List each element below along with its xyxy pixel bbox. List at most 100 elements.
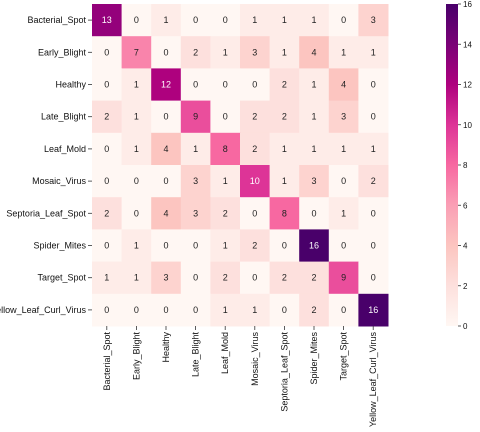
heatmap-cell: [358, 229, 389, 263]
cell-value-label: 0: [104, 176, 109, 186]
heatmap-cell: [240, 100, 271, 134]
heatmap-cell: [328, 229, 359, 263]
cell-value-label: 0: [341, 241, 346, 251]
cell-value-label: 1: [163, 15, 168, 25]
heatmap-cell: [121, 132, 152, 166]
cell-value-label: 3: [311, 176, 316, 186]
cell-value-label: 1: [134, 241, 139, 251]
heatmap-cell: [269, 100, 300, 134]
heatmap-cell: [299, 100, 330, 134]
cell-value-label: 1: [223, 305, 228, 315]
cell-value-label: 3: [341, 112, 346, 122]
heatmap-cell: [269, 4, 300, 37]
heatmap-cell: [269, 68, 300, 102]
row-label: Late_Blight: [41, 112, 87, 122]
cell-value-label: 1: [311, 112, 316, 122]
heatmap-cell: [299, 229, 330, 263]
heatmap-cell: [240, 68, 271, 102]
heatmap-cell: [92, 68, 123, 102]
heatmap-cell: [328, 293, 359, 327]
cell-value-label: 1: [311, 144, 316, 154]
cell-value-label: 0: [134, 176, 139, 186]
heatmap-cell: [358, 132, 389, 166]
row-label: Target_Spot: [37, 273, 86, 283]
heatmap-cell: [358, 293, 389, 327]
heatmap-cell: [121, 293, 152, 327]
cell-value-label: 2: [252, 112, 257, 122]
cell-value-label: 1: [282, 47, 287, 57]
heatmap-cell: [328, 36, 359, 69]
cell-value-label: 0: [371, 80, 376, 90]
heatmap-cell: [92, 36, 123, 69]
cell-value-label: 0: [104, 241, 109, 251]
column-label: Leaf_Mold: [220, 332, 230, 374]
cell-value-label: 0: [104, 80, 109, 90]
cell-value-label: 0: [282, 305, 287, 315]
heatmap-cell: [180, 4, 211, 37]
colorbar-tick-label: 4: [463, 242, 468, 251]
cell-value-label: 0: [193, 15, 198, 25]
heatmap-cell: [180, 261, 211, 295]
heatmap-cell: [92, 132, 123, 166]
heatmap-cell: [180, 132, 211, 166]
cell-value-label: 0: [223, 15, 228, 25]
cell-value-label: 0: [371, 112, 376, 122]
row-labels: Bacterial_Spot Early_Blight Healthy Late_Bl…: [0, 15, 92, 315]
cell-value-label: 0: [341, 15, 346, 25]
cell-value-label: 1: [104, 273, 109, 283]
heatmap-cell: [180, 165, 211, 198]
heatmap-cell: [92, 4, 123, 37]
heatmap-cell: [328, 132, 359, 166]
cell-value-label: 1: [341, 208, 346, 218]
cell-value-label: 0: [252, 273, 257, 283]
heatmap-cell: [121, 4, 152, 37]
heatmap-cell: [299, 68, 330, 102]
heatmap-cell: [151, 261, 182, 295]
heatmap-cell: [299, 4, 330, 37]
cell-value-label: 0: [134, 15, 139, 25]
heatmap-cell: [240, 132, 271, 166]
heatmap-cell: [328, 261, 359, 295]
cell-value-label: 9: [341, 273, 346, 283]
cell-value-label: 3: [193, 176, 198, 186]
cell-value-label: 1: [134, 112, 139, 122]
cell-value-label: 13: [102, 15, 112, 25]
heatmap-cell: [92, 100, 123, 134]
heatmap-cell: [358, 197, 389, 230]
heatmap-cell: [92, 261, 123, 295]
cell-value-label: 2: [104, 112, 109, 122]
heatmap-cell: [210, 293, 241, 327]
cell-value-label: 1: [193, 144, 198, 154]
cell-value-label: 0: [163, 47, 168, 57]
heatmap-cell: [358, 36, 389, 69]
cell-value-label: 0: [163, 176, 168, 186]
cell-value-label: 3: [193, 208, 198, 218]
cell-value-label: 7: [134, 47, 139, 57]
row-label: Bacterial_Spot: [27, 15, 86, 25]
heatmap-cell: [151, 132, 182, 166]
cell-value-label: 0: [104, 47, 109, 57]
heatmap-cell: [240, 165, 271, 198]
heatmap-cell: [151, 36, 182, 69]
heatmap-cell: [328, 68, 359, 102]
cell-value-label: 1: [311, 80, 316, 90]
column-label: Yellow_Leaf_Curl_Virus: [368, 332, 378, 428]
heatmap-cell: [269, 132, 300, 166]
heatmap-cell: [210, 4, 241, 37]
cell-value-label: 0: [252, 80, 257, 90]
heatmap-cell: [269, 36, 300, 69]
cell-value-label: 9: [193, 112, 198, 122]
heatmap-cell: [240, 293, 271, 327]
cell-value-label: 4: [311, 47, 316, 57]
cell-value-label: 8: [282, 208, 287, 218]
heatmap-cell: [121, 68, 152, 102]
cell-value-label: 1: [223, 241, 228, 251]
row-label: Healthy: [55, 80, 86, 90]
heatmap-cell: [151, 197, 182, 230]
heatmap-cell: [328, 197, 359, 230]
heatmap-cell: [269, 261, 300, 295]
cell-value-label: 0: [163, 241, 168, 251]
cell-value-label: 0: [341, 305, 346, 315]
cell-value-label: 2: [252, 241, 257, 251]
